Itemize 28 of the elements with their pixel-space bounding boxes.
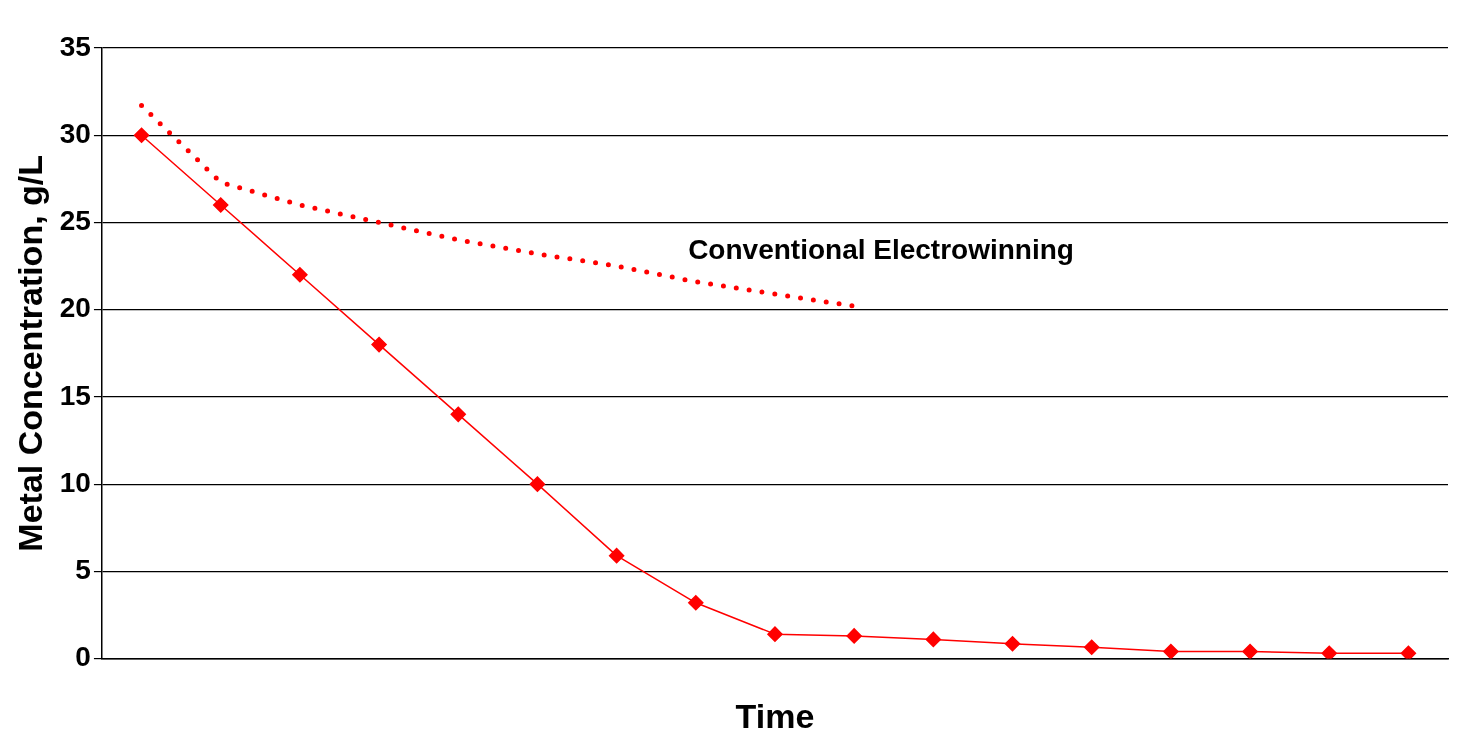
point [292, 267, 308, 283]
point [1004, 636, 1021, 652]
point [1400, 645, 1417, 659]
point [371, 336, 387, 353]
point [1321, 645, 1337, 659]
point [608, 547, 625, 564]
x-axis-title: Time [735, 696, 815, 735]
series-label: Conventional Electrowinning [688, 233, 1074, 265]
y-tick-label: 35 [59, 30, 91, 62]
point [846, 628, 862, 644]
point [1083, 639, 1100, 656]
y-tick-label: 15 [59, 379, 91, 411]
point [212, 197, 229, 213]
y-axis-title: Metal Concentration, g/L [10, 154, 49, 552]
point [925, 631, 942, 648]
point [1242, 643, 1258, 659]
point [767, 626, 783, 642]
point [450, 406, 466, 423]
y-tick-label: 5 [75, 554, 91, 586]
y-tick-label: 10 [59, 466, 91, 498]
y-tick-label: 0 [75, 641, 91, 673]
y-tick-label: 20 [59, 292, 91, 324]
y-tick-label: 25 [59, 205, 91, 237]
point [688, 595, 704, 611]
point [1163, 643, 1179, 659]
point [529, 476, 546, 492]
y-tick-label: 30 [59, 117, 91, 149]
point [133, 127, 150, 143]
